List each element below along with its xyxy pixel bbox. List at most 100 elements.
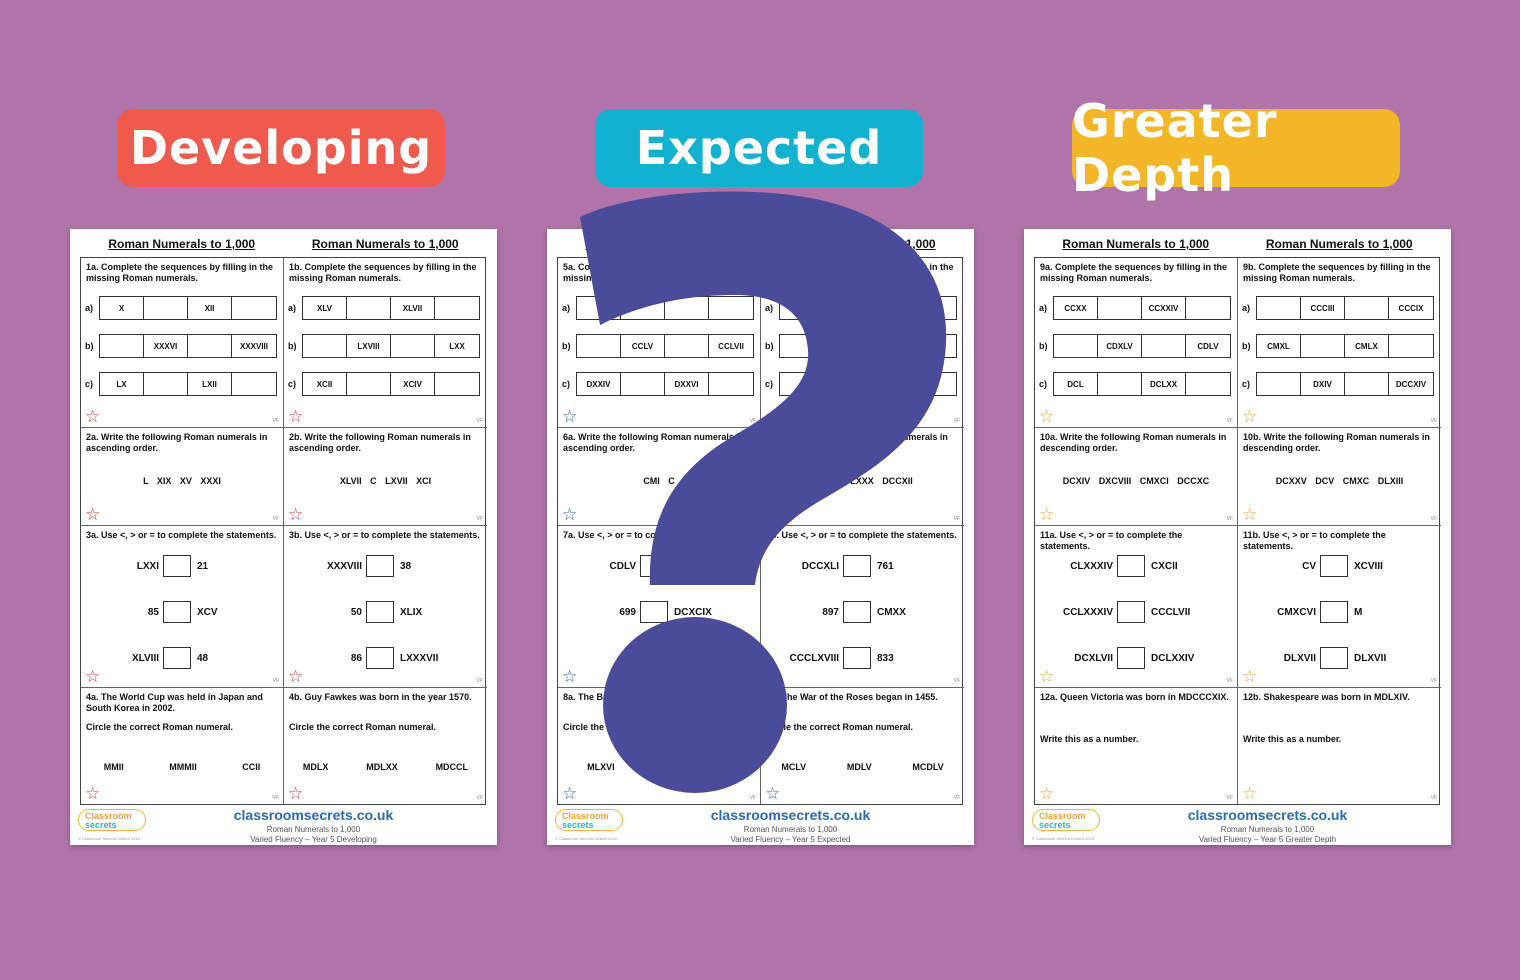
compare-answer-box[interactable] bbox=[1117, 555, 1145, 577]
compare-left: CMXCVI bbox=[1277, 606, 1316, 618]
site-url[interactable]: classroomsecrets.co.uk bbox=[233, 807, 394, 823]
sequence-box: CMXL bbox=[1257, 335, 1301, 357]
sequence-box[interactable] bbox=[1345, 297, 1389, 319]
sequence-row: c) DXXIV DXXVI bbox=[562, 372, 754, 396]
title-left: Roman Numerals to 1,000 bbox=[1062, 237, 1210, 251]
question-cell: 10a. Write the following Roman numerals … bbox=[1035, 428, 1238, 526]
star-icon: ☆ bbox=[288, 784, 304, 803]
comparison-row: 50 XLIX bbox=[284, 600, 487, 624]
question-text: 6a. Write the following Roman numerals i… bbox=[563, 432, 745, 453]
star-icon: ☆ bbox=[562, 784, 578, 803]
sequence-boxes: XXXVI XXXVIII bbox=[99, 334, 277, 358]
answer-option[interactable]: MDLV bbox=[846, 762, 872, 772]
site-url[interactable]: classroomsecrets.co.uk bbox=[1187, 807, 1348, 823]
sequence-box[interactable] bbox=[665, 335, 709, 357]
answer-option[interactable]: CCII bbox=[242, 762, 261, 772]
sequence-box[interactable] bbox=[1186, 373, 1230, 395]
title-right: Roman Numerals to 1,000 bbox=[1265, 237, 1413, 251]
answer-option[interactable]: MDLXX bbox=[366, 762, 398, 772]
question-text: 10a. Write the following Roman numerals … bbox=[1040, 432, 1227, 453]
sequence-box[interactable] bbox=[621, 297, 665, 319]
answer-option[interactable]: MCLV bbox=[781, 762, 807, 772]
sequence-box[interactable] bbox=[144, 373, 188, 395]
question-cell: 4b. Guy Fawkes was born in the year 1570… bbox=[284, 688, 487, 804]
compare-answer-box[interactable] bbox=[843, 647, 871, 669]
answer-option[interactable]: MMMII bbox=[169, 762, 197, 772]
sequence-box[interactable] bbox=[347, 297, 391, 319]
vf-mark: VF bbox=[1226, 516, 1233, 522]
answer-option[interactable]: MMII bbox=[103, 762, 124, 772]
compare-answer-box[interactable] bbox=[1117, 647, 1145, 669]
sequence-box[interactable] bbox=[1257, 297, 1301, 319]
sequence-boxes: X XII bbox=[99, 296, 277, 320]
vf-mark: VF bbox=[1226, 795, 1233, 801]
answer-option[interactable]: MLXVI bbox=[587, 762, 615, 772]
sequence-box[interactable] bbox=[391, 335, 435, 357]
sequence-box[interactable] bbox=[435, 373, 479, 395]
sequence-box[interactable] bbox=[1257, 373, 1301, 395]
sequence-box: CCCIII bbox=[1301, 297, 1345, 319]
sequence-box[interactable] bbox=[303, 335, 347, 357]
comparison-row: CV XCVIII bbox=[1238, 554, 1441, 578]
sequence-box[interactable] bbox=[1098, 373, 1142, 395]
sequence-box[interactable] bbox=[188, 335, 232, 357]
logo-top-text: Classroom bbox=[85, 811, 132, 821]
sequence-box[interactable] bbox=[1142, 335, 1186, 357]
sequence-box[interactable] bbox=[1301, 335, 1345, 357]
compare-answer-box[interactable] bbox=[843, 601, 871, 623]
sequence-box[interactable] bbox=[621, 373, 665, 395]
sequence-box[interactable] bbox=[144, 297, 188, 319]
vf-mark: VF bbox=[1430, 678, 1437, 684]
compare-answer-box[interactable] bbox=[366, 601, 394, 623]
star-icon: ☆ bbox=[85, 784, 101, 803]
sequence-boxes: CMXL CMLX bbox=[1256, 334, 1434, 358]
compare-answer-box[interactable] bbox=[163, 555, 191, 577]
worksheet-footer: Classroom secrets © Classroom Secrets Limi… bbox=[547, 807, 974, 845]
sequence-box[interactable] bbox=[100, 335, 144, 357]
answer-option[interactable]: MDCCL bbox=[435, 762, 469, 772]
compare-answer-box[interactable] bbox=[163, 601, 191, 623]
question-instruction: Write this as a number. bbox=[1243, 734, 1342, 744]
sequence-box[interactable] bbox=[665, 297, 709, 319]
sequence-box[interactable] bbox=[1098, 297, 1142, 319]
sequence-boxes: CCLV CCLVII bbox=[576, 334, 754, 358]
compare-answer-box[interactable] bbox=[366, 647, 394, 669]
vf-mark: VF bbox=[476, 418, 483, 424]
question-text: 4a. The World Cup was held in Japan and … bbox=[86, 692, 263, 713]
question-text: 12b. Shakespeare was born in MDLXIV. bbox=[1243, 692, 1410, 702]
compare-left: XLVIII bbox=[131, 652, 159, 664]
footer-topic: Roman Numerals to 1,000 bbox=[743, 825, 838, 834]
compare-left: DLXVII bbox=[1283, 652, 1316, 664]
comparison-row: XLVIII 48 bbox=[81, 646, 283, 670]
sequence-box: CDXLV bbox=[1098, 335, 1142, 357]
sequence-box[interactable] bbox=[435, 297, 479, 319]
compare-answer-box[interactable] bbox=[1320, 647, 1348, 669]
question-cell: 11a. Use <, > or = to complete the state… bbox=[1035, 526, 1238, 688]
footer-level: Varied Fluency – Year 5 Expected bbox=[730, 835, 851, 844]
sequence-box[interactable] bbox=[1345, 373, 1389, 395]
title-left: Roman Numerals to 1,000 bbox=[108, 237, 256, 251]
sequence-box[interactable] bbox=[232, 297, 276, 319]
row-label: b) bbox=[85, 341, 94, 351]
sequence-box[interactable] bbox=[347, 373, 391, 395]
compare-answer-box[interactable] bbox=[1320, 555, 1348, 577]
sequence-box[interactable] bbox=[577, 335, 621, 357]
sequence-box[interactable] bbox=[1389, 335, 1433, 357]
answer-option[interactable]: MDLX bbox=[302, 762, 329, 772]
worksheet-titles: Roman Numerals to 1,000 Roman Numerals to… bbox=[80, 237, 487, 255]
compare-answer-box[interactable] bbox=[1117, 601, 1145, 623]
site-url[interactable]: classroomsecrets.co.uk bbox=[710, 807, 871, 823]
answer-option[interactable]: MCDLV bbox=[912, 762, 944, 772]
vf-mark: VF bbox=[476, 516, 483, 522]
compare-answer-box[interactable] bbox=[843, 555, 871, 577]
sequence-box[interactable] bbox=[1054, 335, 1098, 357]
sequence-boxes: DXXIV DXXVI bbox=[576, 372, 754, 396]
sequence-row: a) CCCIII CCCIX bbox=[1242, 296, 1434, 320]
compare-answer-box[interactable] bbox=[163, 647, 191, 669]
row-label: b) bbox=[765, 341, 774, 351]
compare-answer-box[interactable] bbox=[1320, 601, 1348, 623]
compare-answer-box[interactable] bbox=[366, 555, 394, 577]
compare-answer-box[interactable] bbox=[640, 601, 668, 623]
sequence-box[interactable] bbox=[232, 373, 276, 395]
sequence-box[interactable] bbox=[1186, 297, 1230, 319]
